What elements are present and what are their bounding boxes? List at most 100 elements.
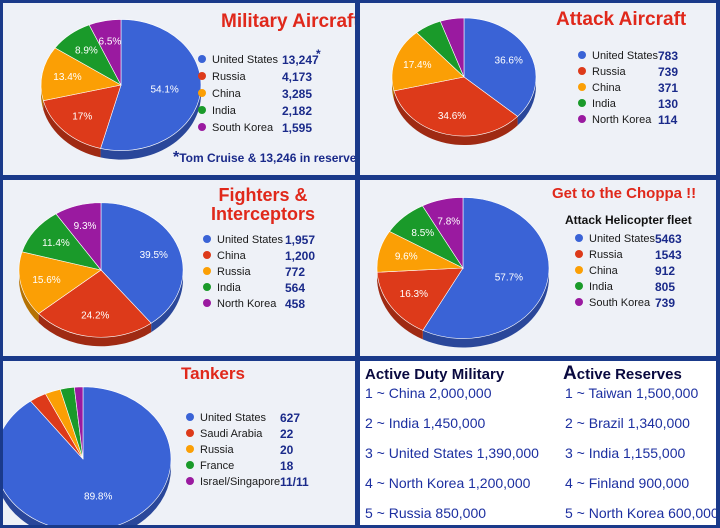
pie-slice-china (38, 269, 152, 338)
legend-value: 805 (655, 280, 676, 294)
pie-slice-united-states (100, 202, 184, 324)
legend-item-india: India 2,182 (198, 104, 312, 118)
legend-label: United States (592, 50, 659, 62)
legend-item-north-korea: North Korea 114 (578, 113, 677, 127)
legend-label: North Korea (592, 114, 652, 126)
pie-side-united-states (100, 85, 201, 160)
pie-slice-china (391, 32, 465, 92)
legend-marker (578, 99, 586, 108)
pie-slice-united-states (422, 197, 550, 339)
legend-value: 11/11 (280, 475, 309, 489)
legend-value: 627 (280, 411, 301, 425)
legend-value: 1,957 (285, 233, 316, 247)
legend-marker (198, 123, 206, 132)
legend-marker (198, 89, 206, 98)
legend-value: 22 (280, 427, 294, 441)
pie-side-united-states (151, 270, 183, 333)
pie-slice-israel-singapore (73, 386, 84, 460)
active-reserves-item: 1 ~ Taiwan 1,500,000 (565, 385, 699, 401)
legend-item-united-states: United States 783 (578, 49, 678, 63)
pie-slice-united-states (3, 386, 172, 525)
chart-title-line1: Fighters & (218, 185, 308, 205)
active-reserves-heading-rest: ctive Reserves (576, 366, 682, 383)
footnote: *Tom Cruise & 13,246 in reserve (173, 149, 355, 166)
pie-pct-label-united-states: 36.6% (495, 56, 523, 67)
pie-pct-label-russia: 17% (72, 111, 92, 122)
legend-marker (578, 83, 586, 92)
legend: United States 1,957 China 1,200 Russia 772 Ind… (3, 180, 355, 356)
chart-title: Tankers (181, 364, 245, 383)
legend-item-france: France 18 (186, 459, 293, 473)
legend: United States 13,247 Russia 4,173 China 3,285… (3, 3, 355, 175)
legend-value: 13,247 (282, 53, 319, 67)
legend-item-india: India 805 (575, 280, 675, 294)
legend-marker (198, 55, 206, 64)
pie-slice-united-states (463, 17, 537, 117)
legend-value: 4,173 (282, 70, 313, 84)
footnote-star: * (173, 149, 180, 166)
legend-label: France (200, 460, 235, 472)
legend: United States 783 Russia 739 China 371 India 13… (360, 3, 716, 175)
legend-value: 18 (280, 459, 294, 473)
legend-item-india: India 130 (578, 97, 678, 111)
pie-pct-label-china: 13.4% (53, 72, 81, 83)
pie-side-united-states (422, 268, 549, 348)
pie-side-russia (377, 272, 423, 340)
legend-value: 114 (658, 113, 678, 127)
pie-slice-russia (376, 267, 464, 331)
legend-value: 20 (280, 443, 294, 457)
legend-marker (186, 429, 194, 438)
active-reserves-item: 4 ~ Finland 900,000 (565, 475, 690, 491)
legend-marker (186, 461, 194, 470)
legend-label: China (212, 88, 241, 100)
legend-label: India (589, 281, 613, 293)
legend-marker (203, 235, 211, 244)
legend-item-russia: Russia 1543 (575, 248, 682, 262)
legend-value: 564 (285, 281, 306, 295)
legend-item-united-states: United States 1,957 (203, 233, 315, 247)
legend-marker (575, 234, 583, 243)
legend-marker (203, 283, 211, 292)
legend-label: United States (217, 234, 284, 246)
legend-value: 3,285 (282, 87, 313, 101)
legend-marker (575, 298, 583, 307)
legend-marker (578, 67, 586, 76)
pie-pct-label-russia: 34.6% (438, 111, 466, 122)
legend-item-israel-singapore: Israel/Singapore 11/11 (186, 475, 309, 489)
legend-value: 912 (655, 264, 676, 278)
legend-item-china: China 912 (575, 264, 675, 278)
pie-slice-south-korea (88, 19, 122, 86)
pie-chart-fighters: 39.5% 24.2% 15.6% 11.4% 9.3% (18, 202, 184, 347)
legend-label: United States (200, 412, 267, 424)
pie-slice-north-korea (55, 202, 102, 271)
pie-pct-label-china: 9.6% (395, 251, 418, 262)
legend-label: Russia (212, 71, 246, 83)
legend-label: United States (589, 233, 656, 245)
legend-item-russia: Russia 772 (203, 265, 305, 279)
pie-pct-label-india: 11.4% (42, 238, 70, 249)
chart-subtitle: Attack Helicopter fleet (565, 213, 692, 227)
legend-item-russia: Russia 4,173 (198, 70, 312, 84)
legend: United States 5463 Russia 1543 China 912 India… (360, 180, 716, 356)
active-duty-item: 5 ~ Russia 850,000 (365, 505, 487, 521)
panel-attack-helicopters: 57.7% 16.3% 9.6% 8.5% 7.8% Get to the Choppa… (360, 180, 716, 356)
legend-value: 2,182 (282, 104, 313, 118)
active-reserves-heading-initial: A (563, 363, 577, 384)
active-reserves-item: 3 ~ India 1,155,000 (565, 445, 686, 461)
chart-title: Get to the Choppa !! (552, 185, 697, 202)
value-footnote-star: * (316, 47, 321, 61)
legend-item-china: China 3,285 (198, 87, 312, 101)
pie-slice-russia (393, 76, 519, 137)
legend-item-north-korea: North Korea 458 (203, 297, 305, 311)
legend-label: Israel/Singapore (200, 476, 281, 488)
legend-marker (578, 115, 586, 124)
legend-value: 783 (658, 49, 679, 63)
legend-label: China (592, 82, 621, 94)
pie-slice-south-korea (422, 197, 464, 270)
legend-label: Russia (589, 249, 623, 261)
legend-marker (186, 445, 194, 454)
legend-value: 1543 (655, 248, 682, 262)
pie-pct-label-china: 17.4% (403, 60, 431, 71)
legend-item-saudi-arabia: Saudi Arabia 22 (186, 427, 293, 441)
legend-value: 1,200 (285, 249, 316, 263)
